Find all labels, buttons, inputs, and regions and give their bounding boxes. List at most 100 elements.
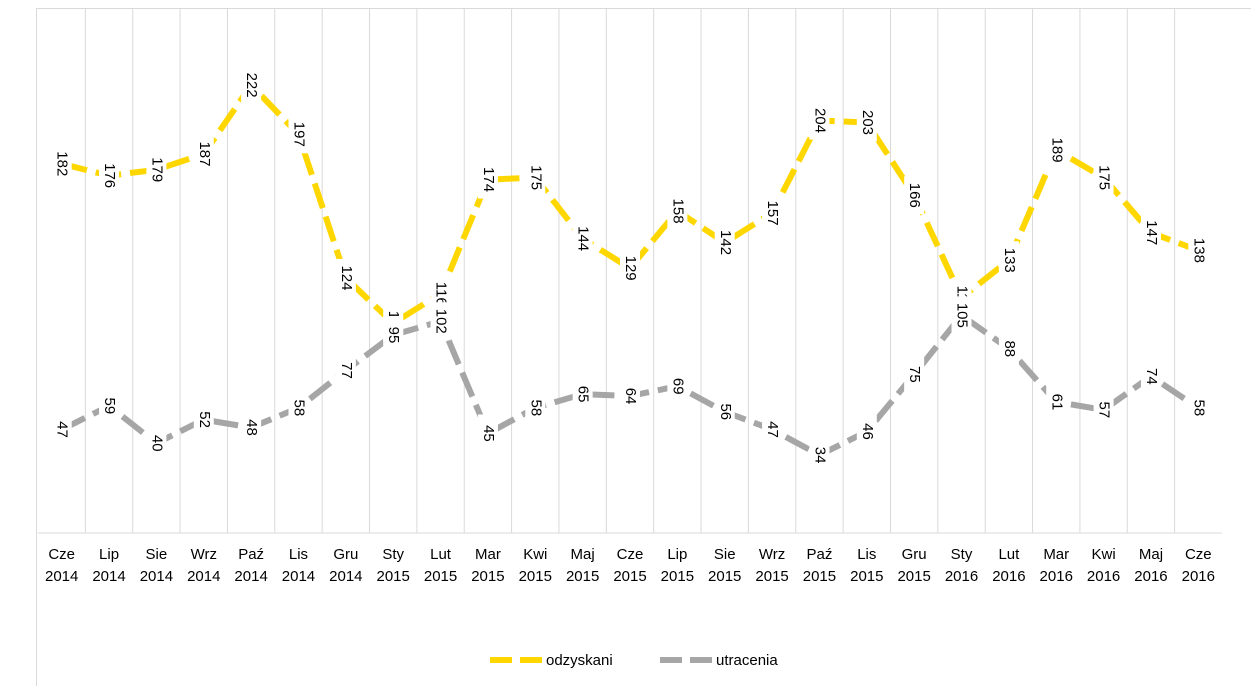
label-bg [241,66,262,105]
data-label: 58 [527,400,544,417]
data-label: 157 [764,201,781,226]
x-tick-label: Lis 2015 [850,546,883,585]
label-bg [288,388,309,427]
label-bg [809,436,830,475]
label-bg [99,386,120,425]
x-tick-label: Cze 2016 [1182,546,1215,585]
label-bg [762,194,783,233]
label-bg [477,160,498,199]
label-bg [1188,388,1209,427]
label-bg [51,410,72,449]
label-bg [525,158,546,197]
data-label: 182 [54,151,71,176]
label-bg [1093,158,1114,197]
series-line [60,80,1200,328]
data-label: 129 [622,256,639,281]
data-label: 58 [291,400,308,417]
data-label: 204 [811,108,828,133]
x-tick-label: Maj 2015 [566,546,599,585]
data-label: 74 [1143,368,1160,385]
label-bg [620,249,640,288]
data-label: 174 [480,167,497,192]
data-label: 175 [527,165,544,190]
data-label: 64 [622,388,639,405]
label-bg [904,176,925,215]
label-bg [383,316,404,355]
label-bg [1188,231,1209,270]
data-label: 138 [1190,238,1207,263]
data-label: 48 [243,419,260,436]
x-tick-label: Kwi 2016 [1087,546,1120,585]
data-label: 116 [433,282,450,306]
label-bg [525,388,546,427]
x-tick-label: Gru 2015 [897,546,930,585]
x-tick-label: Gru 2014 [329,546,362,585]
data-label: 59 [101,398,118,415]
label-bg [335,258,356,297]
label-bg [51,144,72,183]
label-bg [667,192,688,231]
x-tick-label: Lut 2016 [992,546,1025,585]
label-bg [998,241,1019,280]
label-bg [1046,131,1067,170]
label-bg [146,424,167,463]
data-label: 147 [1143,220,1160,245]
x-tick-label: Lip 2014 [92,546,125,585]
label-bg [998,329,1019,368]
label-bg [714,223,735,262]
x-tick-label: Lip 2015 [661,546,694,585]
data-label: 176 [101,163,118,188]
data-label: 47 [764,421,781,438]
label-bg [904,355,925,394]
data-label: 58 [1190,400,1207,417]
x-tick-label: Wrz 2015 [755,546,788,585]
label-bg [856,103,877,142]
label-bg [288,115,309,154]
legend-label: utracenia [716,652,778,669]
data-label: 46 [859,423,876,440]
label-bg [667,367,688,406]
data-label: 40 [148,435,165,452]
label-bg [572,219,593,258]
x-tick-label: Paź 2015 [803,546,836,585]
data-label: 56 [717,403,734,420]
label-bg [241,408,262,447]
label-bg [1046,382,1067,421]
label-bg [620,377,640,416]
label-bg [99,156,120,195]
label-bg [1093,390,1114,429]
data-label: 102 [433,309,450,334]
data-label: 158 [669,199,686,224]
label-bg [714,392,735,431]
x-tick-label: Sty 2015 [377,546,410,585]
label-bg [477,414,498,453]
data-label: 222 [243,73,260,98]
x-tick-label: Mar 2015 [471,546,504,585]
label-bg [809,101,830,140]
label-bg [193,400,214,439]
data-label: 189 [1048,138,1065,163]
x-tick-label: Sie 2014 [140,546,173,585]
x-tick-label: Wrz 2014 [187,546,220,585]
data-label: 77 [338,362,355,379]
x-tick-label: Lut 2015 [424,546,457,585]
data-label: 65 [575,386,592,403]
data-label: 187 [196,141,213,166]
data-label: 166 [906,183,923,208]
x-tick-label: Cze 2014 [45,546,78,585]
data-label: 34 [811,447,828,464]
x-tick-label: Kwi 2015 [519,546,552,585]
data-label: 175 [1096,165,1113,190]
label-bg [762,410,783,449]
data-label: 47 [54,421,71,438]
x-tick-label: Maj 2016 [1134,546,1167,585]
x-tick-label: Cze 2015 [613,546,646,585]
label-bg [193,134,214,173]
data-label: 57 [1096,401,1113,418]
data-label: 61 [1048,394,1065,411]
data-label: 144 [575,226,592,251]
chart-frame [36,8,1251,686]
data-label: 52 [196,411,213,428]
label-bg [1140,213,1161,252]
